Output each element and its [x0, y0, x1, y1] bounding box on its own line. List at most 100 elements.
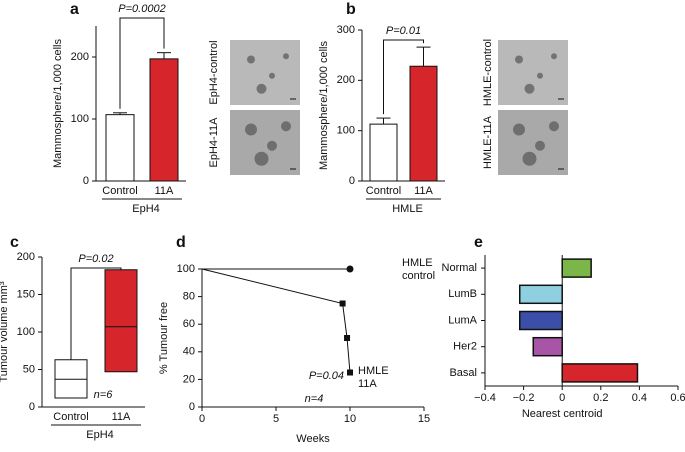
x-tick-label: 11A	[414, 185, 433, 197]
bar	[105, 114, 135, 182]
significance-bracket	[119, 17, 165, 109]
x-tick-label: 5	[273, 413, 279, 425]
y-tick-label: LumA	[448, 314, 477, 326]
micrograph	[498, 110, 568, 175]
point	[347, 369, 353, 376]
x-tick-label: 10	[344, 413, 356, 425]
group-label: HMLE	[392, 203, 423, 215]
x-axis-label: Nearest centroid	[522, 408, 603, 420]
sample-size: n=4	[305, 393, 324, 405]
bar	[532, 336, 563, 357]
image-label: HMLE-11A	[482, 115, 494, 169]
cell-cluster	[245, 123, 257, 136]
panel-letter: e	[474, 234, 483, 251]
series-label: HMLE	[358, 365, 389, 377]
y-tick-label: Her2	[453, 341, 477, 353]
cell-cluster	[515, 55, 523, 64]
series-line	[201, 268, 351, 373]
cell-cluster	[524, 83, 535, 94]
bar	[518, 284, 563, 305]
micrograph	[498, 40, 568, 105]
y-axis-label: Mammosphere/1,000 cells	[318, 41, 330, 171]
cell-cluster	[256, 83, 267, 94]
image-label: HMLE-control	[482, 39, 494, 106]
x-tick-label: 0	[559, 392, 565, 404]
x-tick-label: 0	[199, 413, 205, 425]
significance-bracket	[70, 267, 122, 360]
y-tick-label: 0	[29, 401, 35, 413]
y-tick-label: 100	[71, 113, 89, 125]
point	[344, 335, 351, 341]
significance-bracket	[383, 39, 424, 115]
x-tick-label: Control	[102, 185, 137, 197]
series-label: control	[402, 270, 435, 282]
series-label: 11A	[358, 378, 377, 390]
p-value: P=0.04	[309, 370, 344, 382]
y-tick-label: 40	[183, 346, 195, 358]
cell-cluster	[549, 121, 559, 132]
y-tick-label: 0	[83, 175, 89, 187]
group-label: EpH4	[132, 203, 160, 215]
panel-letter: c	[10, 234, 19, 251]
panel-letter: b	[346, 1, 356, 18]
y-tick-label: 0	[349, 175, 355, 187]
y-axis-label: Mammosphere/1,000 cells	[52, 39, 64, 169]
box	[104, 269, 138, 373]
image-label: EpH4-11A	[208, 117, 220, 168]
image-label: EpH4-control	[208, 40, 220, 104]
cell-cluster	[283, 53, 289, 60]
cell-cluster	[522, 151, 537, 166]
bar	[561, 363, 639, 383]
y-axis-label: % Tumour free	[158, 302, 170, 374]
y-tick-label: 100	[177, 263, 195, 275]
y-tick-label: LumB	[448, 288, 477, 300]
y-tick-label: 200	[337, 74, 355, 86]
y-axis-label: Tumour volume mm³	[0, 281, 10, 382]
point	[339, 300, 346, 307]
series-label: HMLE	[402, 257, 433, 269]
y-tick-label: 80	[183, 291, 195, 303]
cell-cluster	[551, 53, 557, 60]
cell-cluster	[269, 72, 275, 79]
x-tick-label: 15	[418, 413, 430, 425]
bar	[149, 58, 179, 182]
y-tick-label: 20	[183, 373, 195, 385]
cell-cluster	[513, 123, 525, 136]
y-tick-label: 50	[23, 363, 35, 375]
y-tick-label: 60	[183, 318, 195, 330]
x-tick-label: Control	[53, 411, 88, 423]
y-tick-label: 200	[71, 51, 89, 63]
x-tick-label: 11A	[112, 411, 131, 423]
x-tick-label: Control	[366, 185, 401, 197]
cell-cluster	[247, 55, 255, 64]
y-tick-label: 200	[17, 251, 35, 263]
x-tick-label: 0.4	[632, 392, 647, 404]
bar	[518, 310, 563, 331]
panel-letter: a	[70, 1, 79, 18]
p-value: P=0.0002	[118, 3, 165, 15]
bar	[369, 123, 398, 182]
bar	[561, 258, 592, 278]
bar	[409, 65, 438, 182]
sample-size: n=6	[94, 389, 114, 401]
x-axis-label: Weeks	[296, 433, 330, 445]
y-tick-label: 0	[189, 401, 195, 413]
point	[346, 265, 354, 273]
cell-cluster	[537, 72, 543, 79]
y-tick-label: 100	[17, 326, 35, 338]
cell-cluster	[254, 151, 269, 166]
x-tick-label: 11A	[155, 185, 174, 197]
p-value: P=0.02	[78, 253, 113, 265]
y-tick-label: 150	[17, 288, 35, 300]
x-tick-label: −0.4	[474, 392, 496, 404]
micrograph	[230, 40, 300, 105]
cell-cluster	[281, 121, 291, 132]
y-tick-label: 100	[337, 125, 355, 137]
p-value: P=0.01	[386, 25, 421, 37]
x-tick-label: −0.2	[513, 392, 535, 404]
x-tick-label: 0.6	[670, 392, 685, 404]
panel-letter: d	[176, 234, 186, 251]
group-label: EpH4	[86, 429, 114, 441]
